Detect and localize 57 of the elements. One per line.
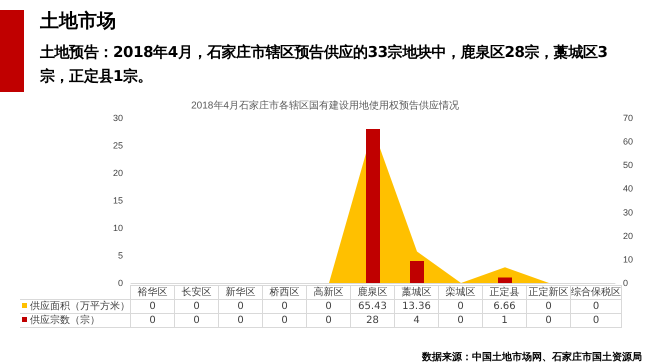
data-label: 0 (262, 300, 306, 314)
x-tick-label: 栾城区 (438, 286, 482, 300)
y2-tick-label: 70 (623, 113, 634, 123)
data-label: 0 (306, 300, 350, 314)
data-label: 4 (394, 314, 438, 328)
data-label: 0 (526, 314, 570, 328)
x-tick-label: 桥西区 (262, 286, 306, 300)
data-label: 0 (306, 314, 350, 328)
y2-tick-label: 20 (623, 230, 634, 241)
y-tick-label: 30 (112, 113, 123, 123)
data-label: 0 (570, 314, 622, 328)
data-label: 0 (438, 300, 482, 314)
x-tick-label: 藁城区 (394, 286, 438, 300)
data-label: 0 (218, 314, 262, 328)
y-tick-label: 20 (112, 168, 123, 178)
chart-title: 2018年4月石家庄市各辖区国有建设用地使用权预告供应情况 (191, 100, 459, 112)
data-label: 0 (174, 300, 218, 314)
data-label: 0 (218, 300, 262, 314)
data-label: 0 (438, 314, 482, 328)
y-tick-label: 10 (112, 223, 123, 233)
legend-label: 供应宗数（宗） (20, 314, 130, 328)
y-tick-label: 0 (118, 278, 123, 288)
text: 土地市场 (40, 9, 116, 34)
x-tick-label: 裕华区 (130, 286, 174, 300)
data-label: 0 (174, 314, 218, 328)
y2-tick-label: 40 (623, 184, 634, 194)
y-tick-label: 5 (118, 250, 123, 260)
data-label: 0 (130, 300, 174, 314)
x-tick-label: 综合保税区 (570, 286, 622, 300)
x-tick-label: 正定新区 (526, 286, 570, 300)
x-tick-label: 新华区 (218, 286, 262, 300)
data-label: 13.36 (394, 300, 438, 314)
data-label: 28 (350, 314, 394, 328)
bar (366, 129, 380, 283)
text: 土地预告：2018年4月，石家庄市辖区预告供应的33宗地块中，鹿泉区28宗，藁城区3宗，正定县1宗。 (40, 42, 609, 87)
y2-tick-label: 30 (623, 207, 634, 218)
x-tick-label: 鹿泉区 (350, 286, 394, 300)
x-tick-label: 长安区 (174, 286, 218, 300)
y-tick-label: 25 (112, 140, 123, 150)
data-label: 0 (570, 300, 622, 314)
bar (498, 278, 512, 283)
y2-tick-label: 50 (623, 160, 634, 170)
data-label: 1 (482, 314, 526, 328)
y-tick-label: 15 (112, 196, 123, 206)
data-label: 0 (130, 314, 174, 328)
bar (410, 261, 424, 283)
source-note: 数据来源：中国土地市场网、石家庄市国土资源局 (422, 350, 642, 364)
data-label: 6.66 (482, 300, 526, 314)
y2-tick-label: 0 (623, 278, 628, 288)
x-tick-label: 正定县 (482, 286, 526, 300)
legend-label: 供应面积（万平方米） (20, 300, 130, 314)
y2-tick-label: 60 (623, 136, 634, 147)
y2-tick-label: 10 (623, 254, 634, 264)
data-label: 0 (262, 314, 306, 328)
data-label: 0 (526, 300, 570, 314)
data-label: 65.43 (350, 300, 394, 314)
x-tick-label: 高新区 (306, 286, 350, 300)
